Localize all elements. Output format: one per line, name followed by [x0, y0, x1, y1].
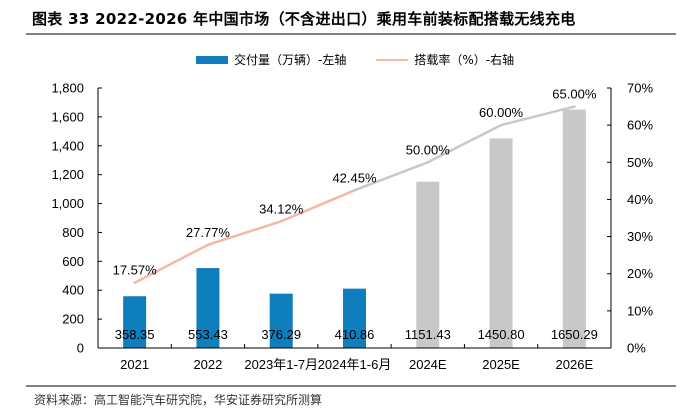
- bar-5: [489, 138, 513, 348]
- line-segment-4: [426, 123, 503, 164]
- legend-swatch-bar: [196, 55, 228, 64]
- bar-value-label: 376.29: [261, 327, 301, 342]
- line-segment-5: [499, 105, 576, 127]
- bar-3: [343, 288, 366, 348]
- chart-legend: 交付量（万辆）-左轴 搭载率（%）-右轴: [196, 51, 544, 68]
- x-tick-label: 2021: [120, 357, 149, 372]
- y-right-tick-label: 40%: [627, 192, 653, 207]
- bar-value-label: 1450.80: [478, 327, 525, 342]
- x-tick-label: 2024E: [409, 357, 447, 372]
- line-value-label: 17.57%: [113, 263, 158, 278]
- y-right-tick-label: 70%: [627, 81, 653, 96]
- line-value-label: 34.12%: [259, 201, 304, 216]
- bar-value-label: 553.43: [188, 327, 228, 342]
- x-tick-label: 2023年1-7月: [244, 357, 318, 372]
- y-left-tick-label: 1,800: [51, 81, 84, 96]
- axes: 0 200 400 600 800 1,000 1,200 1,400 1,600 1,800 0%…: [51, 81, 653, 373]
- x-tick-label: 2025E: [482, 357, 520, 372]
- x-tick-label: 2024年1-6月: [318, 357, 392, 372]
- bar-value-label: 1650.29: [551, 327, 598, 342]
- source-note: 资料来源：高工智能汽车研究院，华安证券研究所测算: [34, 393, 323, 407]
- y-right-tick-label: 60%: [627, 118, 653, 133]
- line-value-label: 50.00%: [406, 142, 451, 157]
- y-left-tick-label: 1,400: [51, 138, 84, 153]
- y-left-tick-label: 400: [62, 283, 84, 298]
- line-series: [133, 105, 576, 284]
- legend-item-delivery: 交付量（万辆）-左轴: [196, 51, 346, 68]
- y-left-tick-label: 1,200: [51, 167, 84, 182]
- y-left-tick-label: 200: [62, 312, 84, 327]
- title-divider: [26, 33, 676, 35]
- bar-value-label: 1151.43: [405, 327, 451, 342]
- line-value-label: 27.77%: [186, 225, 231, 240]
- bar-series: [123, 109, 586, 348]
- line-value-label: 65.00%: [552, 87, 597, 102]
- bar-2: [269, 293, 293, 348]
- legend-item-rate: 搭载率（%）-右轴: [376, 51, 514, 68]
- chart-title: 图表 33 2022-2026 年中国市场（不含进出口）乘用车前装标配搭载无线充…: [32, 10, 576, 28]
- bar-6: [562, 109, 586, 348]
- bar-value-label: 358.35: [115, 327, 155, 342]
- legend-label-rate: 搭载率（%）-右轴: [414, 53, 515, 67]
- y-right-tick-label: 30%: [627, 229, 653, 244]
- x-tick-label: 2022: [193, 357, 222, 372]
- y-right-tick-label: 20%: [627, 266, 653, 281]
- bar-4: [416, 181, 440, 348]
- legend-swatch-line: [376, 58, 409, 61]
- y-left-tick-label: 600: [62, 254, 84, 269]
- y-right-tick-label: 50%: [627, 155, 653, 170]
- y-right-tick-label: 10%: [627, 303, 653, 318]
- legend-label-delivery: 交付量（万辆）-左轴: [234, 53, 347, 67]
- source-divider: [26, 385, 676, 387]
- line-value-label: 42.45%: [332, 170, 377, 185]
- y-right-tick-label: 0%: [627, 341, 646, 356]
- line-value-label: 60.00%: [479, 105, 524, 120]
- y-left-tick-label: 800: [62, 225, 84, 240]
- y-left-tick-label: 1,000: [51, 196, 84, 211]
- y-left-tick-label: 1,600: [51, 109, 84, 124]
- line-segment-1: [206, 220, 283, 247]
- bar-0: [123, 296, 147, 348]
- line-segment-3: [353, 161, 430, 192]
- y-left-tick-label: 0: [77, 341, 84, 356]
- line-segment-0: [133, 243, 210, 284]
- line-segment-2: [279, 189, 356, 223]
- data-labels: 358.35 553.43 376.29 410.86 1151.43 1450.80 16…: [113, 87, 598, 342]
- bar-value-label: 410.86: [335, 327, 375, 342]
- bar-1: [196, 268, 220, 348]
- x-tick-label: 2026E: [556, 357, 594, 372]
